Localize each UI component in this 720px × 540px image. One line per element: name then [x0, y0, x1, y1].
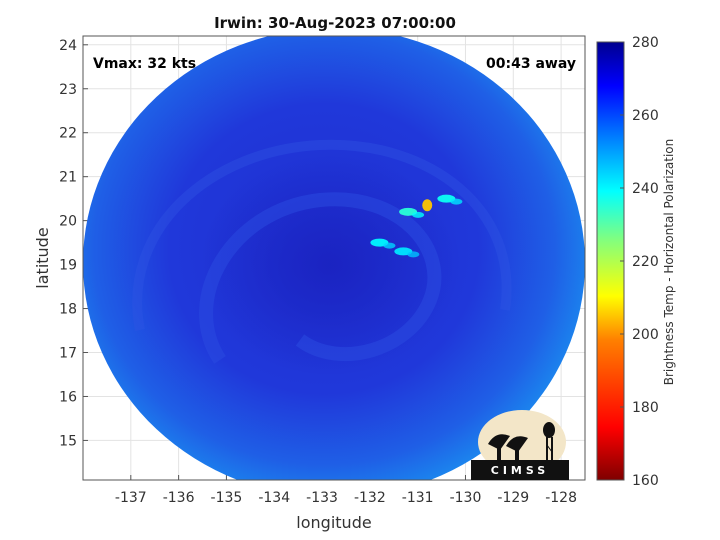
colorbar-label: Brightness Temp - Horizontal Polarizatio…	[662, 139, 676, 386]
x-tick-label: -130	[450, 490, 482, 506]
y-tick-label: 23	[59, 82, 77, 98]
y-tick-label: 21	[59, 170, 77, 186]
water-tower-icon	[543, 422, 555, 461]
x-tick-label: -128	[545, 490, 577, 506]
y-tick-label: 24	[59, 38, 77, 54]
convection-cluster	[370, 194, 463, 258]
colorbar-tick-label: 260	[632, 108, 659, 124]
colorbar: 160 180 200 220 240 260 280 Brightness Temp - …	[596, 35, 676, 489]
plot-frame	[82, 35, 586, 481]
colorbar-tick-label: 220	[632, 254, 659, 270]
x-tick-label: -134	[258, 490, 290, 506]
convection-cell	[412, 211, 425, 218]
colorbar-tick-label: 200	[632, 327, 659, 343]
colorbar-tick-label: 160	[632, 473, 659, 489]
spiral-band	[199, 192, 442, 364]
x-axis-label: longitude	[296, 513, 371, 532]
plot-area	[82, 35, 586, 481]
logo-text: CIMSS	[491, 464, 549, 477]
colorbar-tick-label: 280	[632, 35, 659, 51]
cimss-logo: CIMSS	[471, 410, 569, 480]
plot-title: Irwin: 30-Aug-2023 07:00:00	[214, 14, 456, 32]
colorbar-tick-label: 180	[632, 400, 659, 416]
y-tick-label: 20	[59, 214, 77, 230]
x-tick-label: -136	[163, 490, 195, 506]
y-tick-labels: 15 16 17 18 19 20 21 22 23 24	[59, 38, 77, 450]
x-tick-label: -135	[211, 490, 243, 506]
colorbar-tick-label: 240	[632, 181, 659, 197]
logo-base	[471, 460, 569, 480]
convection-cell	[450, 198, 463, 205]
convection-cell	[407, 251, 420, 258]
time-away-label: 00:43 away	[486, 56, 576, 72]
x-tick-label: -137	[115, 490, 147, 506]
x-tick-label: -131	[402, 490, 434, 506]
x-tick-label: -129	[497, 490, 529, 506]
colorbar-ramp	[596, 41, 625, 481]
colorbar-ticks: 160 180 200 220 240 260 280	[620, 35, 659, 489]
x-tick-labels: -137 -136 -135 -134 -133 -132 -131 -130 -129 -128	[115, 490, 577, 506]
storm-core-shade	[200, 155, 460, 375]
spiral-band-outer	[132, 139, 512, 331]
satellite-dish-icon	[488, 434, 528, 460]
x-tick-label: -133	[306, 490, 338, 506]
y-tick-label: 17	[59, 346, 77, 362]
y-tick-label: 16	[59, 389, 77, 405]
x-tick-label: -132	[354, 490, 386, 506]
satellite-swath	[83, 36, 585, 480]
vmax-label: Vmax: 32 kts	[93, 56, 196, 72]
convection-cell	[422, 199, 433, 212]
y-tick-label: 22	[59, 126, 77, 142]
y-tick-label: 18	[59, 302, 77, 318]
y-tick-label: 15	[59, 433, 77, 449]
y-axis-label: latitude	[33, 227, 52, 288]
convection-cell	[383, 242, 396, 249]
y-tick-label: 19	[59, 258, 77, 274]
